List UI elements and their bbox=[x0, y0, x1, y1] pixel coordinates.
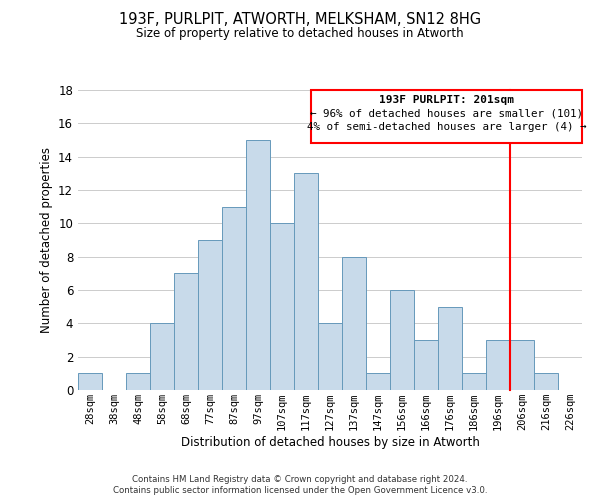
Bar bbox=[486, 340, 510, 390]
Bar bbox=[462, 374, 486, 390]
Text: 193F PURLPIT: 201sqm: 193F PURLPIT: 201sqm bbox=[379, 95, 514, 105]
Text: ← 96% of detached houses are smaller (101): ← 96% of detached houses are smaller (10… bbox=[310, 108, 583, 118]
Bar bbox=[294, 174, 318, 390]
Text: Size of property relative to detached houses in Atworth: Size of property relative to detached ho… bbox=[136, 28, 464, 40]
Text: 193F, PURLPIT, ATWORTH, MELKSHAM, SN12 8HG: 193F, PURLPIT, ATWORTH, MELKSHAM, SN12 8… bbox=[119, 12, 481, 28]
Bar bbox=[318, 324, 342, 390]
Bar bbox=[198, 240, 222, 390]
Text: Contains public sector information licensed under the Open Government Licence v3: Contains public sector information licen… bbox=[113, 486, 487, 495]
Bar bbox=[311, 90, 582, 144]
X-axis label: Distribution of detached houses by size in Atworth: Distribution of detached houses by size … bbox=[181, 436, 479, 449]
Bar bbox=[534, 374, 558, 390]
Bar bbox=[510, 340, 534, 390]
Bar bbox=[438, 306, 462, 390]
Bar bbox=[390, 290, 414, 390]
Bar bbox=[126, 374, 150, 390]
Y-axis label: Number of detached properties: Number of detached properties bbox=[40, 147, 53, 333]
Text: Contains HM Land Registry data © Crown copyright and database right 2024.: Contains HM Land Registry data © Crown c… bbox=[132, 475, 468, 484]
Bar bbox=[342, 256, 366, 390]
Bar bbox=[222, 206, 246, 390]
Bar bbox=[270, 224, 294, 390]
Text: 4% of semi-detached houses are larger (4) →: 4% of semi-detached houses are larger (4… bbox=[307, 122, 586, 132]
Bar bbox=[174, 274, 198, 390]
Bar bbox=[366, 374, 390, 390]
Bar bbox=[246, 140, 270, 390]
Bar bbox=[414, 340, 438, 390]
Bar bbox=[150, 324, 174, 390]
Bar bbox=[78, 374, 102, 390]
